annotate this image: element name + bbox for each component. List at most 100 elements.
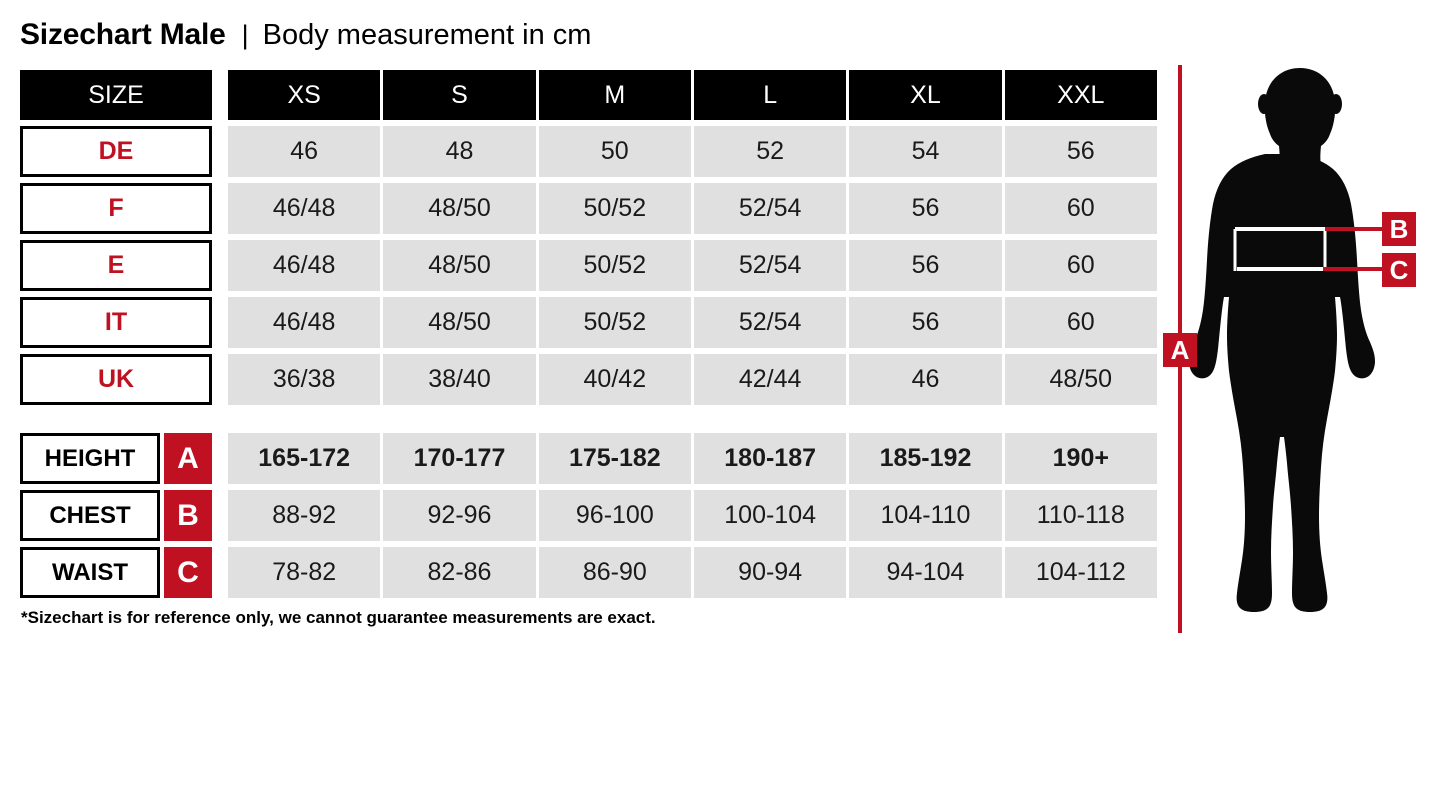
- footnote-text: *Sizechart is for reference only, we can…: [21, 608, 656, 627]
- title-main: Sizechart Male: [20, 18, 226, 51]
- row-label-e: E: [20, 240, 212, 291]
- cell-waist-xl: 94-104: [849, 547, 1002, 598]
- cell-waist-m: 86-90: [538, 547, 691, 598]
- cell-waist-xs: 78-82: [228, 547, 381, 598]
- row-label-cell: HEIGHT A: [20, 433, 212, 484]
- cell-uk-xs: 36/38: [228, 354, 381, 405]
- row-label-cell: E: [20, 240, 212, 291]
- figure-marker-c: C: [1382, 253, 1416, 287]
- row-label-cell: CHEST B: [20, 490, 212, 541]
- cell-de-m: 50: [538, 126, 691, 177]
- cell-uk-xxl: 48/50: [1004, 354, 1157, 405]
- table-row: IT 46/48 48/50 50/52 52/54 56 60: [20, 297, 1157, 348]
- row-label-cell: WAIST C: [20, 547, 212, 598]
- column-gap: [212, 547, 225, 598]
- figure-marker-b: B: [1382, 212, 1416, 246]
- cell-height-s: 170-177: [383, 433, 536, 484]
- column-header-size: SIZE: [20, 70, 212, 120]
- cell-waist-xxl: 104-112: [1004, 547, 1157, 598]
- cell-e-m: 50/52: [538, 240, 691, 291]
- cell-waist-s: 82-86: [383, 547, 536, 598]
- male-body-silhouette: [1189, 68, 1375, 612]
- table-row: UK 36/38 38/40 40/42 42/44 46 48/50: [20, 354, 1157, 405]
- column-header-xs: XS: [228, 70, 381, 120]
- cell-f-m: 50/52: [538, 183, 691, 234]
- column-gap: [212, 297, 225, 348]
- cell-f-xxl: 60: [1004, 183, 1157, 234]
- row-label-height: HEIGHT: [20, 433, 160, 484]
- cell-uk-l: 42/44: [693, 354, 847, 405]
- cell-de-xs: 46: [228, 126, 381, 177]
- cell-chest-l: 100-104: [693, 490, 847, 541]
- cell-e-l: 52/54: [693, 240, 847, 291]
- cell-it-m: 50/52: [538, 297, 691, 348]
- cell-e-s: 48/50: [383, 240, 536, 291]
- row-label-chest: CHEST: [20, 490, 160, 541]
- cell-height-xl: 185-192: [849, 433, 1002, 484]
- cell-e-xxl: 60: [1004, 240, 1157, 291]
- marker-badge-a: A: [164, 433, 212, 484]
- cell-e-xl: 56: [849, 240, 1002, 291]
- column-header-m: M: [538, 70, 691, 120]
- figure-marker-b-label: B: [1390, 214, 1409, 244]
- row-label-uk: UK: [20, 354, 212, 405]
- section-divider: [20, 411, 1157, 433]
- cell-chest-m: 96-100: [538, 490, 691, 541]
- row-label-waist: WAIST: [20, 547, 160, 598]
- figure-marker-a: A: [1163, 333, 1197, 367]
- cell-height-m: 175-182: [538, 433, 691, 484]
- row-label-de: DE: [20, 126, 212, 177]
- cell-de-l: 52: [693, 126, 847, 177]
- column-gap: [212, 490, 225, 541]
- cell-chest-xs: 88-92: [228, 490, 381, 541]
- cell-de-xxl: 56: [1004, 126, 1157, 177]
- cell-uk-m: 40/42: [538, 354, 691, 405]
- table-row: F 46/48 48/50 50/52 52/54 56 60: [20, 183, 1157, 234]
- page-title: Sizechart Male | Body measurement in cm: [20, 18, 591, 52]
- cell-de-s: 48: [383, 126, 536, 177]
- cell-it-xs: 46/48: [228, 297, 381, 348]
- cell-height-xxl: 190+: [1004, 433, 1157, 484]
- table-row: CHEST B 88-92 92-96 96-100 100-104 104-1…: [20, 490, 1157, 541]
- body-measurement-figure: A B C: [1157, 55, 1441, 655]
- cell-it-l: 52/54: [693, 297, 847, 348]
- cell-height-xs: 165-172: [228, 433, 381, 484]
- column-header-xl: XL: [849, 70, 1002, 120]
- cell-chest-s: 92-96: [383, 490, 536, 541]
- waist-measure-line: [1237, 267, 1323, 271]
- cell-waist-l: 90-94: [693, 547, 847, 598]
- row-label-cell: F: [20, 183, 212, 234]
- cell-f-l: 52/54: [693, 183, 847, 234]
- table-row: HEIGHT A 165-172 170-177 175-182 180-187…: [20, 433, 1157, 484]
- table-row: WAIST C 78-82 82-86 86-90 90-94 94-104 1…: [20, 547, 1157, 598]
- cell-height-l: 180-187: [693, 433, 847, 484]
- table-row: E 46/48 48/50 50/52 52/54 56 60: [20, 240, 1157, 291]
- cell-chest-xxl: 110-118: [1004, 490, 1157, 541]
- chest-measure-line: [1233, 227, 1327, 271]
- cell-uk-s: 38/40: [383, 354, 536, 405]
- cell-it-s: 48/50: [383, 297, 536, 348]
- figure-marker-a-label: A: [1171, 335, 1190, 365]
- cell-it-xl: 56: [849, 297, 1002, 348]
- marker-badge-b: B: [164, 490, 212, 541]
- column-gap: [212, 126, 225, 177]
- row-label-f: F: [20, 183, 212, 234]
- row-label-cell: DE: [20, 126, 212, 177]
- column-header-l: L: [693, 70, 847, 120]
- column-gap: [212, 354, 225, 405]
- column-gap: [212, 433, 225, 484]
- column-header-s: S: [383, 70, 536, 120]
- cell-it-xxl: 60: [1004, 297, 1157, 348]
- marker-badge-c: C: [164, 547, 212, 598]
- cell-uk-xl: 46: [849, 354, 1002, 405]
- title-subtitle: Body measurement in cm: [262, 19, 592, 51]
- row-label-it: IT: [20, 297, 212, 348]
- row-label-cell: UK: [20, 354, 212, 405]
- cell-e-xs: 46/48: [228, 240, 381, 291]
- cell-chest-xl: 104-110: [849, 490, 1002, 541]
- figure-marker-c-label: C: [1390, 255, 1409, 285]
- column-header-xxl: XXL: [1004, 70, 1157, 120]
- cell-de-xl: 54: [849, 126, 1002, 177]
- row-label-cell: IT: [20, 297, 212, 348]
